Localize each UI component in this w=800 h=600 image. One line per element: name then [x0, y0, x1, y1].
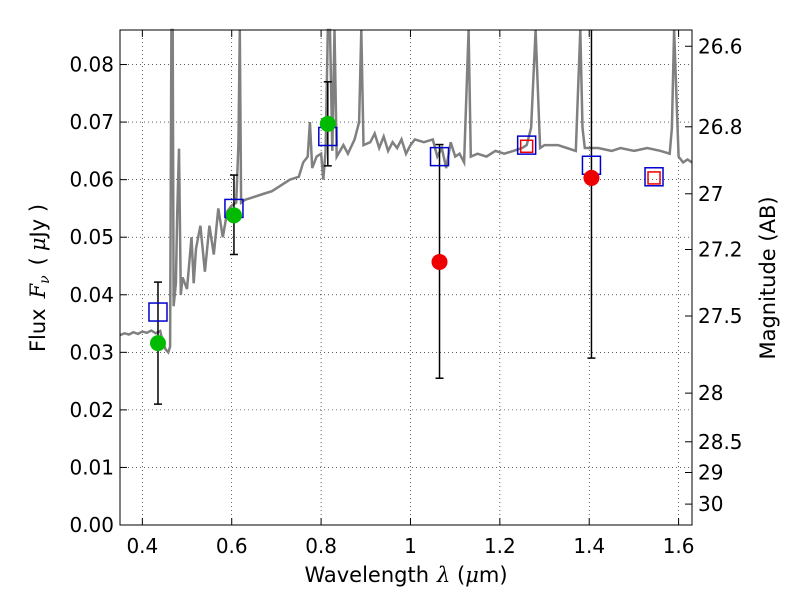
y2-tick-label: 27.2: [698, 238, 743, 262]
y2-tick-label: 26.8: [698, 115, 743, 139]
y2-axis-title: Magnitude (AB): [756, 196, 780, 359]
y-tick-label: 0.06: [69, 168, 114, 192]
x-tick-label: 1: [404, 534, 417, 558]
model-photometry-box: [516, 135, 537, 155]
y-tick-label: 0.04: [69, 283, 114, 307]
x-tick-label: 1.2: [484, 534, 516, 558]
axis-ticks: 0.4 0.6 0.8 1 1.2 1.4 1.6 0.00 0.01 0.02 0.03 0.04 0…: [69, 30, 743, 558]
y-tick-label: 0.03: [69, 340, 114, 364]
y-tick-label: 0.05: [69, 225, 114, 249]
x-tick-label: 1.4: [573, 534, 605, 558]
red-square-marker: [519, 139, 534, 154]
y2-tick-label: 27: [698, 182, 723, 206]
plot-frame: [119, 29, 693, 526]
x-tick-label: 0.8: [305, 534, 337, 558]
y-tick-label: 0.07: [69, 110, 114, 134]
y2-tick-label: 30: [698, 492, 723, 516]
x-tick-label: 0.6: [216, 534, 248, 558]
y2-tick-label: 27.5: [698, 304, 743, 328]
detection-point: [149, 335, 166, 352]
model-photometry-box: [148, 302, 168, 322]
model-photometry-box: [644, 167, 664, 187]
y-tick-label: 0.08: [69, 53, 114, 77]
red-data-point: [431, 253, 448, 270]
x-tick-label: 0.4: [126, 534, 158, 558]
y-tick-label: 0.02: [69, 398, 114, 422]
x-tick-label: 1.6: [663, 534, 695, 558]
y2-tick-label: 26.6: [698, 34, 743, 58]
y-tick-label: 0.01: [69, 455, 114, 479]
y-tick-label: 0.00: [69, 513, 114, 537]
y2-tick-label: 28.5: [698, 430, 743, 454]
model-spectrum-line: [119, 28, 693, 355]
detection-point: [225, 207, 242, 224]
model-photometry-box: [429, 146, 450, 167]
red-data-point: [583, 169, 600, 186]
data-markers: [148, 115, 664, 352]
y2-tick-label: 29: [698, 461, 723, 485]
spectrum-layer: [119, 28, 693, 355]
detection-point: [319, 115, 336, 132]
red-square-marker: [647, 171, 661, 185]
x-axis-title: Wavelength λ (μm): [304, 563, 507, 587]
y2-tick-label: 28: [698, 381, 723, 405]
y-axis-title: FluxFν(μJy ): [26, 204, 53, 352]
grid-lines: [120, 30, 692, 526]
